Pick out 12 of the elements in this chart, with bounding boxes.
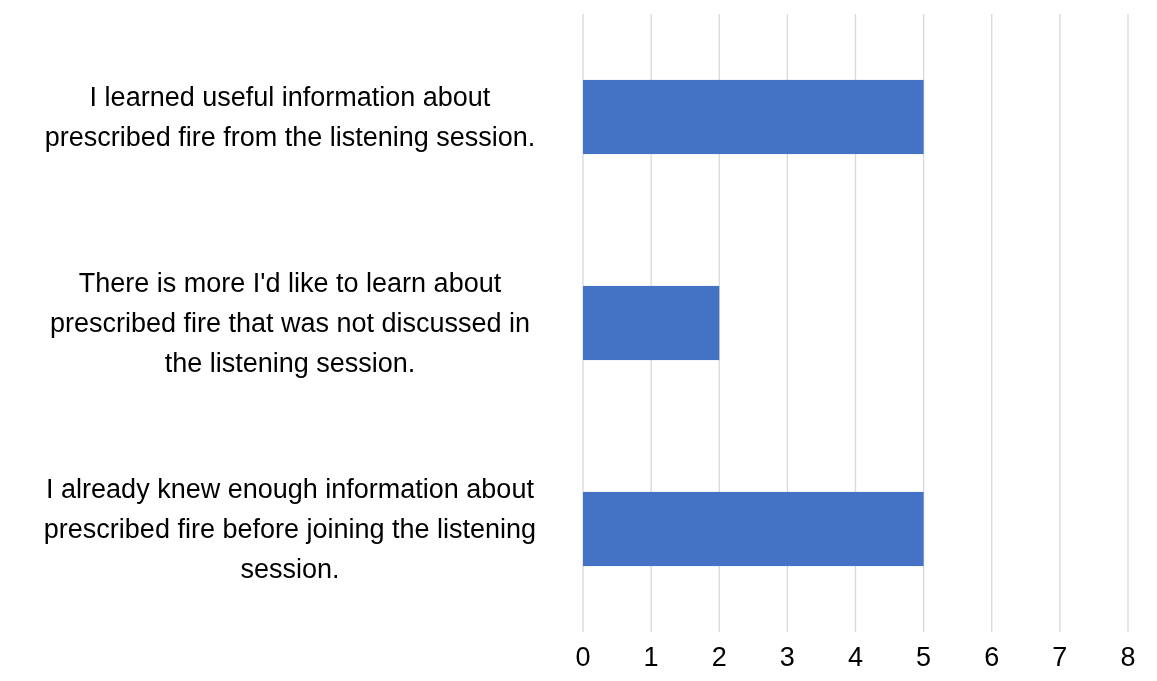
x-tick-label: 1 bbox=[643, 642, 659, 672]
x-tick-label: 5 bbox=[916, 642, 932, 672]
x-tick-label: 0 bbox=[575, 642, 591, 672]
y-tick-label: I learned useful information about prescribed fire from the listening session. bbox=[44, 82, 536, 152]
x-tick-label: 7 bbox=[1052, 642, 1068, 672]
x-tick-label: 4 bbox=[847, 642, 864, 672]
y-tick-label: I already knew enough information about prescribed fire before joining the listening session. bbox=[43, 474, 537, 584]
y-tick-label: There is more I'd like to learn about prescribed fire that was not discussed in the listening session. bbox=[49, 268, 531, 378]
x-tick-label: 2 bbox=[711, 642, 727, 672]
x-tick-label: 3 bbox=[779, 642, 795, 672]
x-tick-label: 8 bbox=[1120, 642, 1136, 672]
x-tick-label: 6 bbox=[984, 642, 1000, 672]
